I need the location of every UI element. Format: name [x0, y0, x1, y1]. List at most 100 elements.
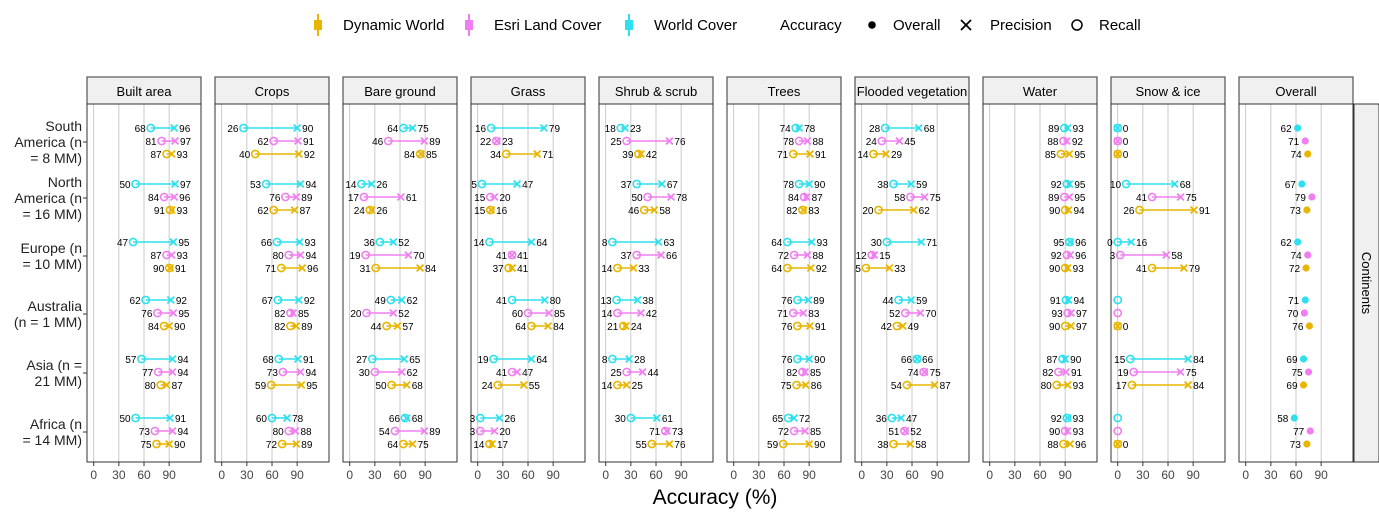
recall-value-label: 41	[496, 251, 508, 262]
recall-value-label: 72	[778, 251, 790, 262]
range-dw: 14 29	[857, 149, 903, 161]
precision-value-label: 93	[817, 238, 829, 249]
precision-point	[527, 354, 536, 364]
precision-point	[805, 179, 814, 189]
recall-value-label: 10	[1110, 180, 1122, 191]
recall-value-label: 90	[1049, 322, 1061, 333]
overall-value-label: 58	[1277, 414, 1289, 425]
precision-point	[898, 321, 907, 331]
recall-value-label: 76	[781, 355, 793, 366]
recall-value-label: 89	[1048, 124, 1060, 135]
precision-point	[168, 426, 177, 436]
range-dw: 62 87	[258, 205, 312, 217]
region-label-line: America (n	[14, 190, 82, 206]
precision-point	[800, 367, 809, 377]
precision-value-label: 94	[1074, 206, 1086, 217]
overall-value-label: 73	[1290, 440, 1302, 451]
recall-point	[632, 250, 642, 260]
precision-point	[800, 426, 809, 436]
range-dw: 90 91	[153, 263, 187, 275]
recall-point	[491, 136, 501, 146]
recall-point	[783, 413, 793, 423]
precision-point	[293, 136, 303, 146]
range-wc: 62 92	[130, 295, 187, 307]
range-dw: 88 96	[1047, 439, 1087, 451]
legend-recall-label: Recall	[1099, 17, 1141, 34]
range-dw: 46 58	[628, 205, 671, 217]
recall-value-label: 59	[255, 381, 267, 392]
range-esri: 0	[1113, 136, 1129, 148]
precision-point	[1113, 136, 1122, 146]
precision-value-label: 68	[412, 414, 424, 425]
recall-point	[269, 205, 279, 215]
recall-value-label: 34	[490, 150, 502, 161]
precision-value-label: 87	[300, 206, 312, 217]
precision-value-label: 0	[1123, 322, 1129, 333]
recall-value-label: 17	[348, 193, 360, 204]
range-wc: 28 68	[869, 123, 935, 135]
precision-value-label: 92	[304, 150, 316, 161]
recall-point	[162, 250, 172, 260]
strip-box	[86, 76, 202, 105]
precision-point	[801, 380, 810, 390]
recall-value-label: 41	[496, 368, 508, 379]
panel-border	[598, 103, 714, 463]
recall-value-label: 13	[600, 296, 612, 307]
recall-point	[919, 367, 929, 377]
recall-point	[398, 439, 408, 449]
precision-value-label: 58	[659, 206, 671, 217]
precision-value-label: 97	[1076, 309, 1088, 320]
precision-value-label: 94	[306, 368, 318, 379]
range-wc: 49 62	[375, 295, 418, 307]
precision-value-label: 63	[664, 238, 676, 249]
recall-point	[157, 136, 167, 146]
recall-value-label: 37	[493, 264, 505, 275]
precision-point	[1065, 149, 1074, 159]
precision-point	[404, 250, 413, 260]
recall-value-label: 78	[783, 180, 795, 191]
precision-value-label: 61	[406, 193, 418, 204]
precision-point	[803, 250, 812, 260]
recall-point	[284, 250, 294, 260]
recall-value-label: 80	[273, 251, 285, 262]
region-label-line: America (n	[14, 134, 82, 150]
range-dw: 24 55	[482, 380, 540, 392]
recall-value-label: 72	[266, 440, 278, 451]
recall-point	[794, 179, 804, 189]
overall-value-label: 75	[1291, 368, 1303, 379]
recall-value-label: 49	[375, 296, 387, 307]
precision-value-label: 57	[402, 322, 414, 333]
precision-point	[805, 149, 815, 159]
range-wc: 67 92	[262, 295, 316, 307]
precision-point	[920, 192, 929, 202]
recall-value-label: 5	[855, 264, 861, 275]
range-wc: 89 93	[1048, 123, 1084, 135]
x-tick-label: 60	[521, 468, 535, 482]
precision-point	[1184, 380, 1193, 390]
recall-point	[788, 149, 798, 159]
recall-point	[159, 321, 169, 331]
recall-point	[250, 149, 260, 159]
precision-value-label: 73	[672, 427, 684, 438]
recall-point	[1113, 123, 1123, 133]
precision-point	[513, 179, 522, 189]
recall-value-label: 65	[772, 414, 784, 425]
recall-point	[613, 263, 622, 273]
recall-point	[152, 439, 161, 449]
precision-value-label: 92	[304, 296, 316, 307]
range-esri: 54 89	[379, 426, 441, 438]
recall-point	[153, 367, 163, 377]
range-wc: 53 94	[250, 179, 317, 191]
precision-value-label: 38	[643, 296, 655, 307]
recall-value-label: 41	[1136, 193, 1148, 204]
overall-value-label: 73	[1290, 206, 1302, 217]
precision-value-label: 85	[426, 150, 438, 161]
overall-point	[1299, 381, 1308, 389]
precision-value-label: 94	[1074, 296, 1086, 307]
x-tick-label: 30	[1136, 468, 1150, 482]
recall-value-label: 19	[1118, 368, 1130, 379]
precision-value-label: 47	[522, 368, 534, 379]
